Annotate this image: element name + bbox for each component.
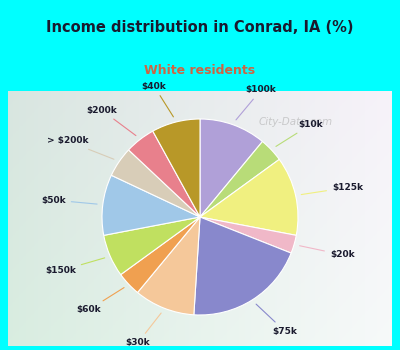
Wedge shape [200,119,262,217]
Wedge shape [200,159,298,235]
Wedge shape [138,217,200,315]
Text: > $200k: > $200k [47,136,114,159]
Text: $150k: $150k [45,258,105,275]
Text: $20k: $20k [300,246,354,259]
Text: $125k: $125k [301,183,363,195]
Wedge shape [194,217,291,315]
Wedge shape [111,150,200,217]
Wedge shape [121,217,200,293]
Wedge shape [200,141,279,217]
Wedge shape [200,217,296,253]
Text: $75k: $75k [256,304,297,336]
Text: Income distribution in Conrad, IA (%): Income distribution in Conrad, IA (%) [46,20,354,35]
Wedge shape [128,131,200,217]
Text: $10k: $10k [276,120,323,146]
Wedge shape [104,217,200,275]
Wedge shape [102,175,200,235]
Text: $60k: $60k [77,288,124,314]
Text: $50k: $50k [41,196,97,204]
Text: City-Data.com: City-Data.com [259,117,333,127]
Wedge shape [153,119,200,217]
Text: $100k: $100k [236,85,276,120]
Text: $30k: $30k [126,313,161,347]
Text: $200k: $200k [86,106,136,135]
Text: White residents: White residents [144,64,256,77]
Text: $40k: $40k [142,82,174,117]
